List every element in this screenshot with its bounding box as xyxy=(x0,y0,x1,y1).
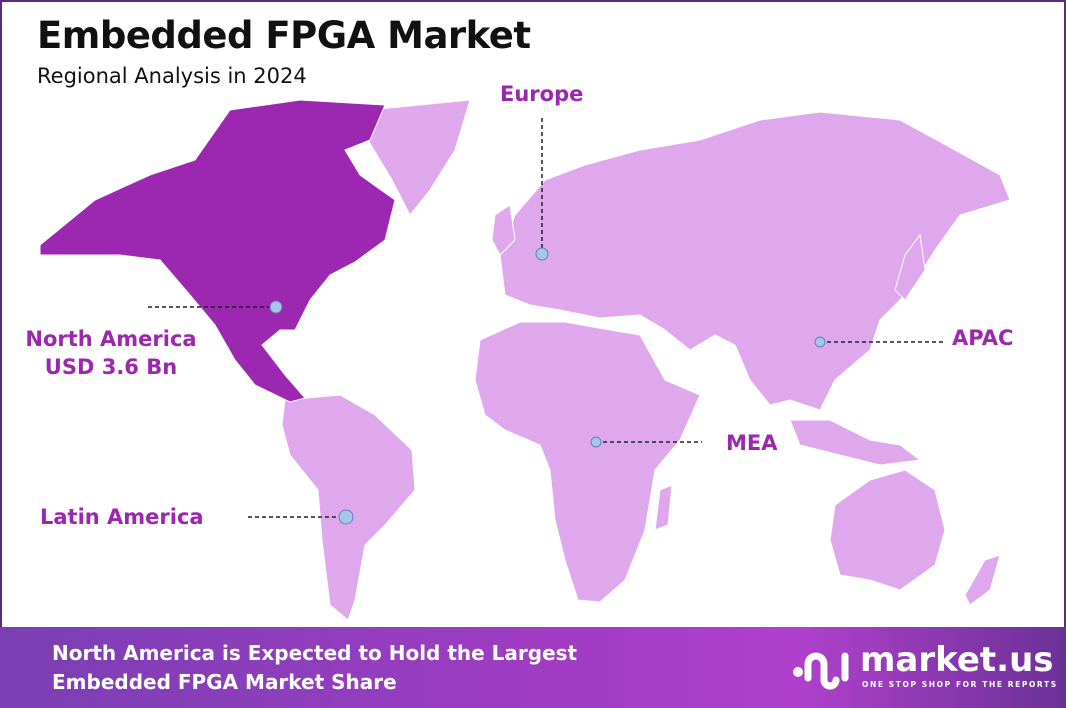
footer-line-1: North America is Expected to Hold the La… xyxy=(52,641,578,665)
north-america-value: USD 3.6 Bn xyxy=(44,355,178,379)
europe-marker xyxy=(535,247,549,261)
latin-america-marker xyxy=(338,509,354,525)
logo-wordmark: market.us xyxy=(860,640,1054,680)
footer-text: North America is Expected to Hold the La… xyxy=(52,639,577,697)
north-america-label: North America USD 3.6 Bn xyxy=(16,325,206,381)
new-zealand xyxy=(964,554,1001,606)
footer-line-2: Embedded FPGA Market Share xyxy=(52,670,397,694)
north-america-name: North America xyxy=(25,327,197,351)
north-america-highlighted xyxy=(39,99,396,403)
greenland xyxy=(349,99,471,216)
mea-marker xyxy=(590,436,602,448)
apac-label: APAC xyxy=(952,326,1014,350)
japan xyxy=(894,233,926,301)
page-subtitle: Regional Analysis in 2024 xyxy=(37,64,307,88)
logo-tagline: ONE STOP SHOP FOR THE REPORTS xyxy=(862,680,1058,689)
footer-banner: North America is Expected to Hold the La… xyxy=(0,627,1066,708)
apac-marker xyxy=(814,336,826,348)
world-map xyxy=(39,99,1011,621)
uk xyxy=(491,204,516,256)
southeast-asia xyxy=(789,419,922,466)
logo-mark-icon xyxy=(793,652,849,690)
australia xyxy=(829,469,946,591)
europe-label: Europe xyxy=(500,82,584,106)
market-us-logo: market.us ONE STOP SHOP FOR THE REPORTS xyxy=(790,640,1056,694)
north-america-marker xyxy=(269,300,283,314)
latin-america-label: Latin America xyxy=(40,505,204,529)
page-title: Embedded FPGA Market xyxy=(37,14,531,57)
mea-label: MEA xyxy=(726,431,778,455)
africa xyxy=(474,321,701,603)
south-america xyxy=(281,394,416,621)
eurasia xyxy=(499,111,1011,411)
madagascar xyxy=(654,484,673,531)
